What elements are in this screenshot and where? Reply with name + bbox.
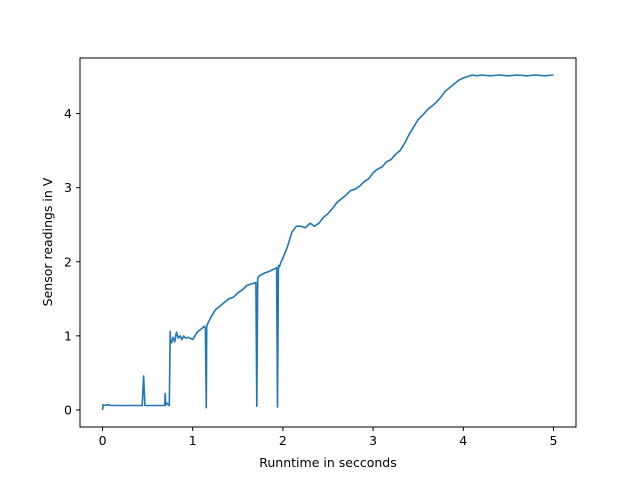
y-tick-label: 4 [64, 106, 72, 121]
x-axis-label: Runntime in secconds [259, 455, 396, 470]
y-tick-label: 1 [64, 328, 72, 343]
series-line [101, 74, 554, 411]
x-tick-label: 3 [369, 433, 377, 448]
x-tick-label: 4 [459, 433, 467, 448]
x-tick-label: 0 [99, 433, 107, 448]
axes-frame [79, 57, 577, 428]
y-tick-label: 0 [64, 402, 72, 417]
x-tick-label: 1 [189, 433, 197, 448]
y-axis: 0 1 2 3 4 [64, 106, 80, 417]
x-tick-label: 2 [279, 433, 287, 448]
y-axis-label: Sensor readings in V [40, 177, 55, 306]
y-tick-label: 3 [64, 180, 72, 195]
x-axis: 0 1 2 3 4 5 [99, 427, 557, 448]
plot-lines [101, 74, 554, 411]
x-tick-label: 5 [549, 433, 557, 448]
y-tick-label: 2 [64, 254, 72, 269]
